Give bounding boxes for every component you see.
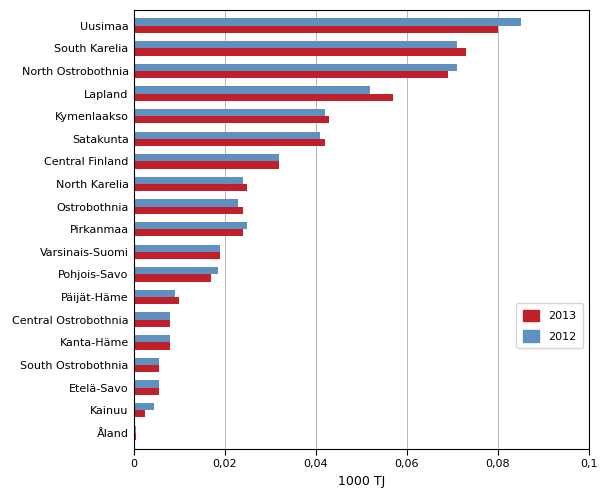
Bar — [134, 403, 154, 410]
Bar — [134, 320, 170, 327]
Bar — [134, 116, 329, 123]
Bar — [134, 48, 466, 56]
Bar — [134, 245, 220, 252]
Bar — [134, 275, 211, 282]
Bar — [134, 18, 521, 26]
Bar — [134, 342, 170, 350]
Bar — [134, 335, 170, 342]
Bar — [134, 425, 136, 433]
Bar — [134, 387, 158, 395]
Bar — [134, 207, 243, 214]
Bar — [134, 313, 170, 320]
Bar — [134, 161, 279, 169]
Bar — [134, 267, 218, 275]
Legend: 2013, 2012: 2013, 2012 — [516, 303, 583, 349]
Bar — [134, 154, 279, 161]
Bar — [134, 433, 136, 440]
Bar — [134, 132, 320, 139]
Bar — [134, 109, 325, 116]
Bar — [134, 71, 448, 78]
Bar — [134, 177, 243, 184]
Bar — [134, 252, 220, 259]
Bar — [134, 290, 175, 297]
Bar — [134, 229, 243, 237]
Bar — [134, 64, 456, 71]
Bar — [134, 358, 158, 365]
Bar — [134, 86, 370, 94]
X-axis label: 1000 TJ: 1000 TJ — [337, 475, 385, 488]
Bar — [134, 184, 248, 191]
Bar — [134, 222, 248, 229]
Bar — [134, 380, 158, 387]
Bar — [134, 26, 498, 33]
Bar — [134, 139, 325, 146]
Bar — [134, 410, 145, 418]
Bar — [134, 41, 456, 48]
Bar — [134, 297, 179, 304]
Bar — [134, 94, 393, 101]
Bar — [134, 365, 158, 372]
Bar — [134, 199, 238, 207]
